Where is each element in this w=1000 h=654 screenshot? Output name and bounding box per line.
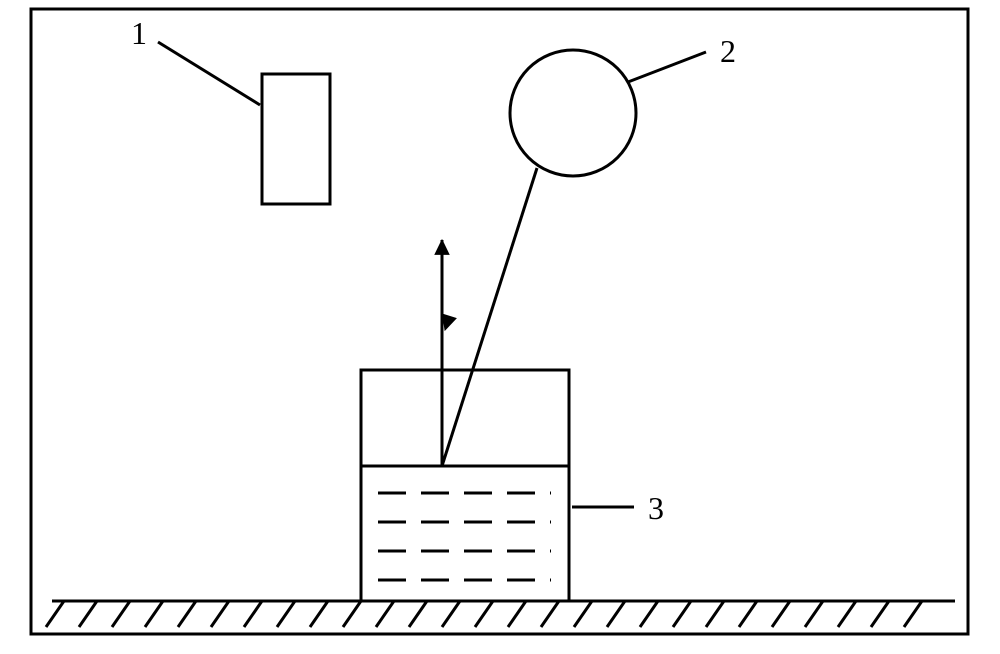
- detector-rect: [262, 74, 330, 204]
- diagram-svg: [0, 0, 1000, 654]
- label-1: 1: [131, 15, 147, 52]
- diagram-canvas: 1 2 3: [0, 0, 1000, 654]
- source-circle: [510, 50, 636, 176]
- label-2: 2: [720, 33, 736, 70]
- label-3: 3: [648, 490, 664, 527]
- container-rect: [361, 370, 569, 601]
